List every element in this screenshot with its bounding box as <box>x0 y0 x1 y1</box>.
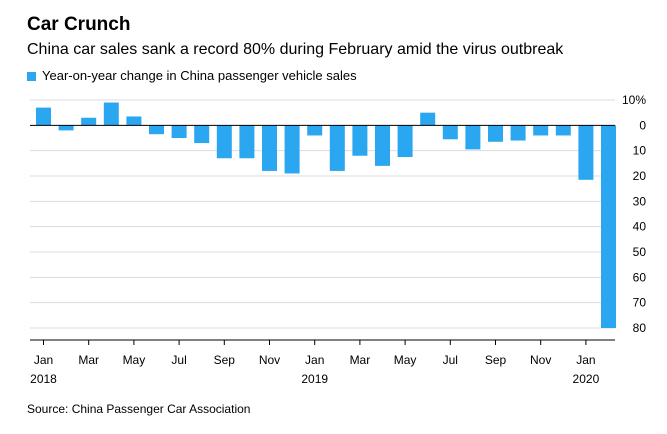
chart-subtitle: China car sales sank a record 80% during… <box>27 41 564 58</box>
bar-dec-2019 <box>555 125 571 136</box>
y-tick-label: 30 <box>633 194 647 208</box>
legend-swatch <box>27 71 36 81</box>
x-tick-label: Jan <box>34 353 53 367</box>
y-tick-label: 50 <box>633 245 647 259</box>
bar-apr-2018 <box>103 102 119 126</box>
y-tick-label: 60 <box>633 270 647 284</box>
x-tick-label: Nov <box>259 353 280 367</box>
y-tick-label: 80 <box>633 321 647 335</box>
bar-sep-2019 <box>488 125 503 142</box>
x-tick-label: Mar <box>350 353 371 367</box>
y-axis-ticks: 10% 0 10 20 30 40 50 60 70 80 <box>622 93 646 335</box>
x-tick-label: Jul <box>443 353 458 367</box>
x-tick-label: Jul <box>171 353 186 367</box>
bar-sep-2018 <box>216 125 232 159</box>
x-tick-label: Sep <box>214 353 236 367</box>
x-tick-label: Jan <box>305 353 324 367</box>
bar-mar-2019 <box>352 125 368 156</box>
x-tick-label: Sep <box>485 353 507 367</box>
bar-jun-2019 <box>420 112 436 126</box>
y-tick-label: 20 <box>633 169 647 183</box>
bar-may-2018 <box>126 116 142 126</box>
bar-dec-2018 <box>284 125 300 174</box>
bar-feb-2018 <box>58 125 74 131</box>
bar-oct-2019 <box>510 125 526 141</box>
bar-oct-2018 <box>239 125 255 159</box>
bar-may-2019 <box>397 125 413 157</box>
x-axis-ticks: Jan Mar May Jul Sep Nov Jan Mar May Jul Sep Nov Jan 2… <box>30 339 615 386</box>
bar-jul-2018 <box>171 125 187 138</box>
bar-feb-2020 <box>601 125 616 328</box>
x-year-label: 2018 <box>30 372 57 386</box>
bar-jan-2019 <box>307 125 323 136</box>
y-tick-label: 70 <box>633 296 647 310</box>
x-tick-label: Mar <box>78 353 99 367</box>
y-tick-label: 40 <box>633 220 647 234</box>
x-tick-label: May <box>394 353 417 367</box>
y-tick-label: 10 <box>633 144 647 158</box>
bar-jan-2018 <box>36 107 51 126</box>
legend-label: Year-on-year change in China passenger v… <box>42 68 357 83</box>
chart-title: Car Crunch <box>27 14 131 35</box>
bars <box>36 102 616 328</box>
bar-nov-2018 <box>262 125 277 171</box>
bar-aug-2019 <box>465 125 481 150</box>
y-tick-label: 10% <box>622 93 646 107</box>
bar-nov-2019 <box>533 125 549 136</box>
x-year-label: 2019 <box>301 372 328 386</box>
x-year-label: 2020 <box>573 372 600 386</box>
bar-jul-2019 <box>442 125 458 140</box>
bar-apr-2019 <box>375 125 390 166</box>
bar-feb-2019 <box>329 125 345 171</box>
source-note: Source: China Passenger Car Association <box>27 402 251 416</box>
chart-legend: Year-on-year change in China passenger v… <box>27 67 357 85</box>
bar-jun-2018 <box>149 125 164 135</box>
x-tick-label: Jan <box>576 353 595 367</box>
bar-aug-2018 <box>194 125 210 144</box>
x-tick-label: Nov <box>530 353 551 367</box>
bar-mar-2018 <box>81 117 97 126</box>
bar-jan-2020 <box>578 125 594 180</box>
x-tick-label: May <box>123 353 146 367</box>
grid-lines <box>30 99 615 329</box>
y-tick-label: 0 <box>639 118 646 132</box>
